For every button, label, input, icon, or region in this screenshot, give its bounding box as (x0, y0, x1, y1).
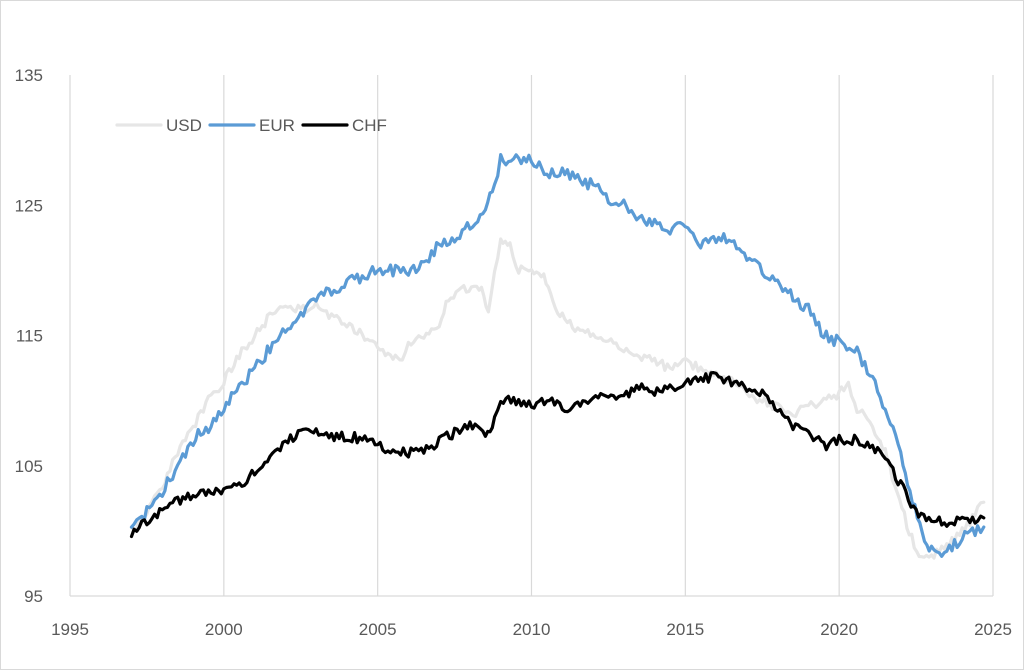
grid-lines (69, 75, 994, 596)
legend-label-eur: EUR (259, 116, 295, 135)
x-tick-label: 2005 (359, 620, 397, 639)
y-tick-label: 135 (15, 66, 43, 85)
legend-label-usd: USD (166, 116, 202, 135)
y-tick-label: 125 (15, 196, 43, 215)
x-tick-label: 2015 (666, 620, 704, 639)
x-tick-label: 2010 (513, 620, 551, 639)
y-tick-labels: 95 105 115 125 135 (15, 66, 43, 606)
x-tick-label: 2000 (205, 620, 243, 639)
x-tick-label: 2020 (820, 620, 858, 639)
series-lines (129, 153, 986, 560)
series-line-eur (129, 153, 986, 558)
y-tick-label: 95 (24, 587, 43, 606)
legend-label-chf: CHF (352, 116, 387, 135)
legend: USD EUR CHF (115, 116, 387, 135)
series-line-usd (129, 237, 986, 560)
x-tick-labels: 1995 2000 2005 2010 2015 2020 2025 (51, 620, 1012, 639)
x-tick-label: 2025 (974, 620, 1012, 639)
y-tick-label: 105 (15, 457, 43, 476)
x-tick-label: 1995 (51, 620, 89, 639)
series-line-chf (129, 371, 986, 539)
y-tick-label: 115 (16, 327, 43, 346)
